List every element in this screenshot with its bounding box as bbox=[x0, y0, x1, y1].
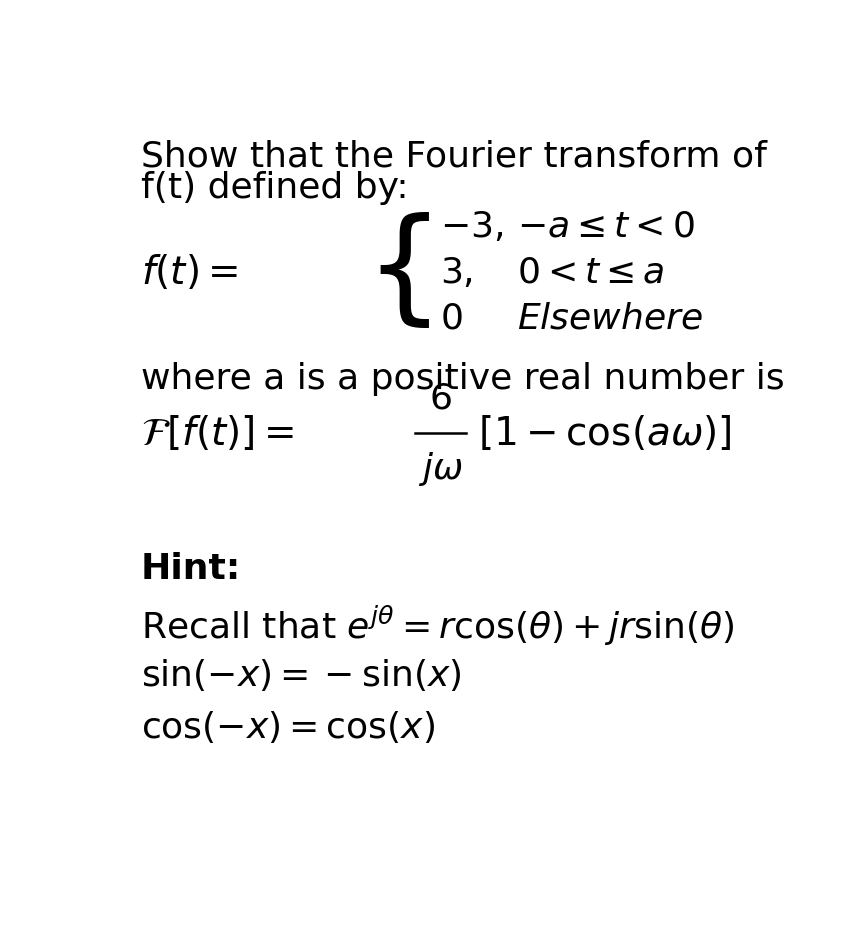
Text: $-3,$: $-3,$ bbox=[440, 210, 503, 244]
Text: $f(t) =$: $f(t) =$ bbox=[141, 253, 238, 292]
Text: where a is a positive real number is: where a is a positive real number is bbox=[141, 362, 784, 396]
Text: f(t) defined by:: f(t) defined by: bbox=[141, 171, 408, 205]
Text: $\mathcal{F}[f(t)] =$: $\mathcal{F}[f(t)] =$ bbox=[141, 414, 294, 453]
Text: $0 < t \leq a$: $0 < t \leq a$ bbox=[517, 256, 664, 290]
Text: Hint:: Hint: bbox=[141, 552, 241, 586]
Text: $6$: $6$ bbox=[429, 381, 452, 415]
Text: $0$: $0$ bbox=[440, 301, 463, 336]
Text: $[1 - \cos(a\omega)]$: $[1 - \cos(a\omega)]$ bbox=[478, 414, 731, 453]
Text: $\sin(-x) = -\sin(x)$: $\sin(-x) = -\sin(x)$ bbox=[141, 657, 461, 693]
Text: $-a \leq t < 0$: $-a \leq t < 0$ bbox=[517, 210, 695, 244]
Text: Show that the Fourier transform of: Show that the Fourier transform of bbox=[141, 139, 766, 173]
Text: Recall that $e^{j\theta} = r\cos(\theta) + jr\sin(\theta)$: Recall that $e^{j\theta} = r\cos(\theta)… bbox=[141, 604, 734, 648]
Text: $\mathit{Elsewhere}$: $\mathit{Elsewhere}$ bbox=[517, 301, 703, 336]
Text: $\{$: $\{$ bbox=[364, 212, 430, 334]
Text: $3,$: $3,$ bbox=[440, 256, 473, 290]
Text: $\cos(-x) = \cos(x)$: $\cos(-x) = \cos(x)$ bbox=[141, 709, 435, 745]
Text: $j\omega$: $j\omega$ bbox=[417, 449, 463, 487]
